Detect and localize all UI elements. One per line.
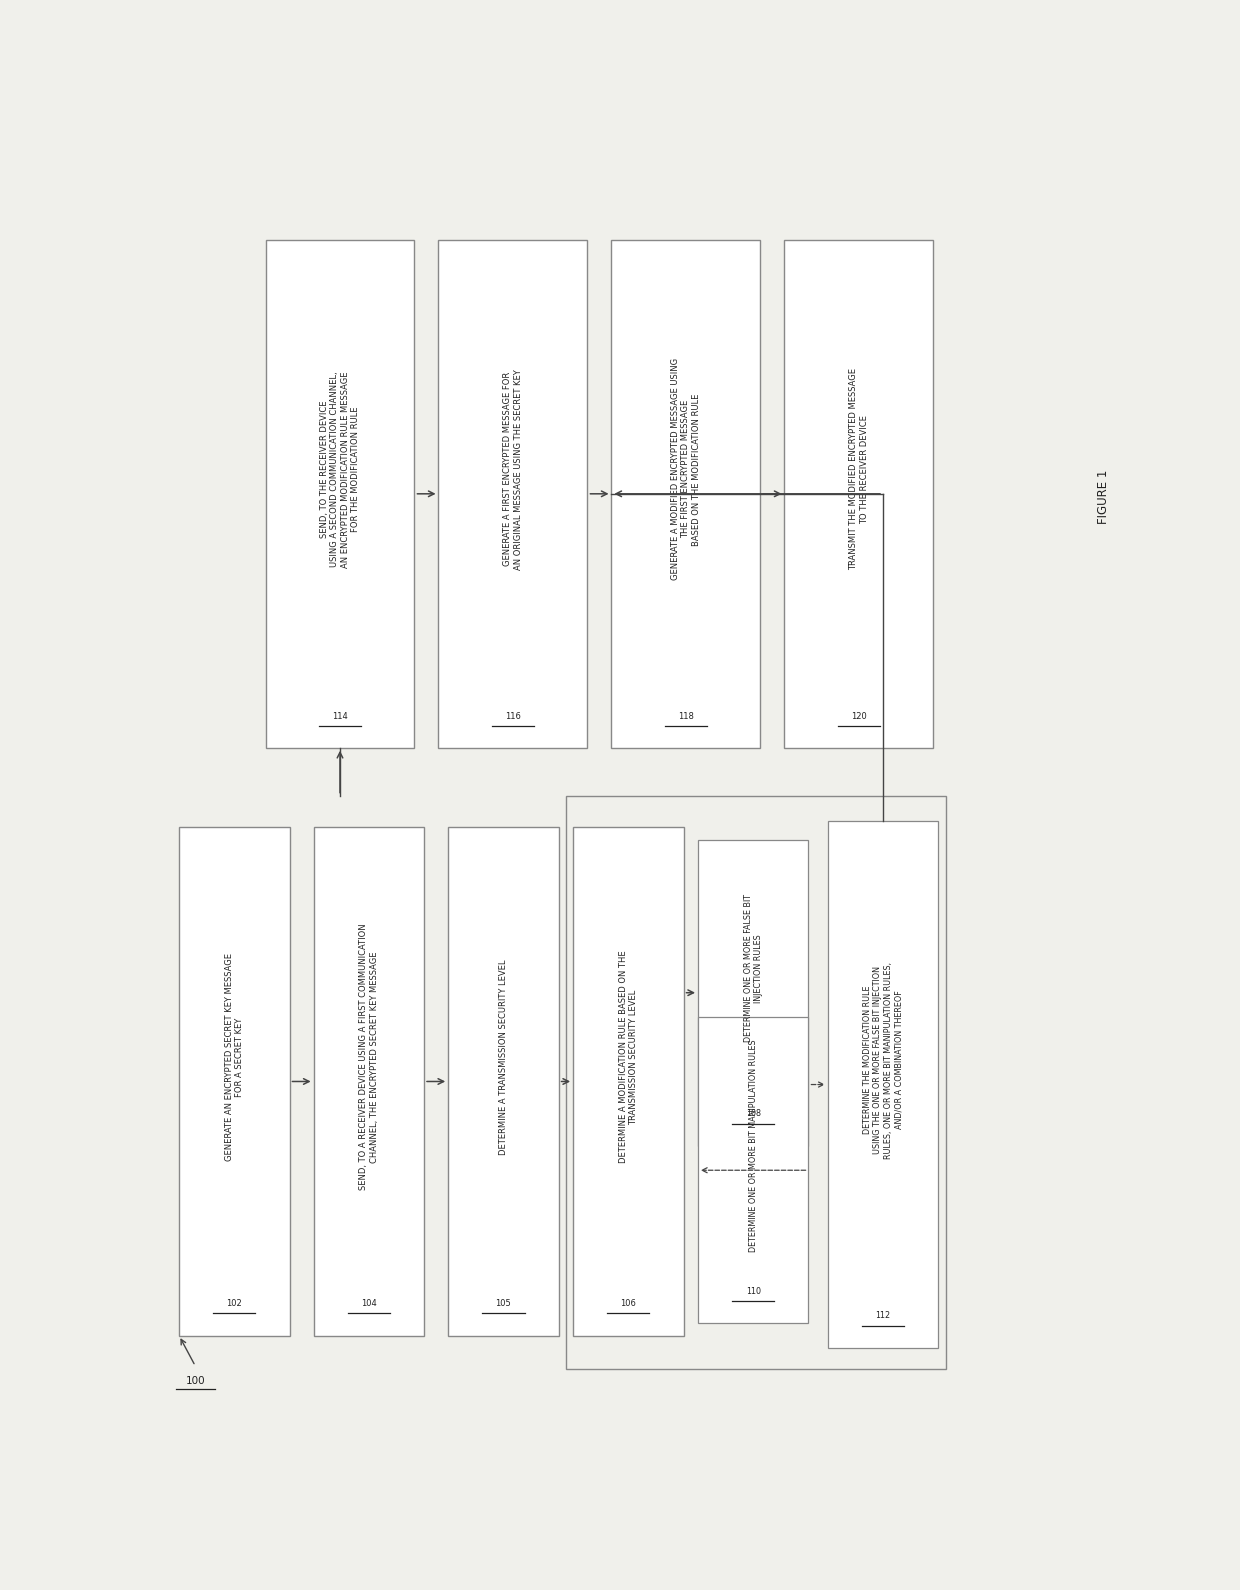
Text: GENERATE A FIRST ENCRYPTED MESSAGE FOR
AN ORIGINAL MESSAGE USING THE SECRET KEY: GENERATE A FIRST ENCRYPTED MESSAGE FOR A… — [503, 369, 523, 569]
FancyBboxPatch shape — [265, 240, 414, 747]
Text: 110: 110 — [745, 1286, 760, 1296]
FancyBboxPatch shape — [611, 240, 760, 747]
Text: 112: 112 — [875, 1312, 890, 1320]
FancyBboxPatch shape — [785, 240, 934, 747]
Text: 108: 108 — [745, 1110, 760, 1118]
FancyBboxPatch shape — [439, 240, 588, 747]
Text: 100: 100 — [186, 1375, 205, 1386]
Text: DETERMINE A TRANSMISSION SECURITY LEVEL: DETERMINE A TRANSMISSION SECURITY LEVEL — [498, 959, 508, 1154]
Text: 114: 114 — [332, 711, 348, 720]
Text: TRANSMIT THE MODIFIED ENCRYPTED MESSAGE
TO THE RECEIVER DEVICE: TRANSMIT THE MODIFIED ENCRYPTED MESSAGE … — [849, 369, 869, 571]
Text: 106: 106 — [620, 1299, 636, 1309]
FancyBboxPatch shape — [828, 822, 939, 1348]
Text: 120: 120 — [851, 711, 867, 720]
FancyBboxPatch shape — [448, 827, 558, 1336]
Text: 102: 102 — [227, 1299, 242, 1309]
Text: DETERMINE A MODIFICATION RULE BASED ON THE
TRANSMISSION SECURITY LEVEL: DETERMINE A MODIFICATION RULE BASED ON T… — [619, 951, 639, 1164]
Text: 116: 116 — [505, 711, 521, 720]
Text: 104: 104 — [361, 1299, 377, 1309]
Text: FIGURE 1: FIGURE 1 — [1097, 469, 1110, 525]
Text: SEND, TO A RECEIVER DEVICE USING A FIRST COMMUNICATION
CHANNEL, THE ENCRYPTED SE: SEND, TO A RECEIVER DEVICE USING A FIRST… — [360, 924, 378, 1191]
FancyBboxPatch shape — [179, 827, 290, 1336]
FancyBboxPatch shape — [698, 840, 808, 1146]
Text: DETERMINE ONE OR MORE BIT MANIPULATION RULES: DETERMINE ONE OR MORE BIT MANIPULATION R… — [749, 1040, 758, 1251]
FancyBboxPatch shape — [698, 1018, 808, 1323]
Text: SEND, TO THE RECEIVER DEVICE
USING A SECOND COMMUNICATION CHANNEL,
AN ENCRYPTED : SEND, TO THE RECEIVER DEVICE USING A SEC… — [320, 370, 360, 568]
Text: 105: 105 — [496, 1299, 511, 1309]
FancyBboxPatch shape — [573, 827, 683, 1336]
Text: DETERMINE ONE OR MORE FALSE BIT
INJECTION RULES: DETERMINE ONE OR MORE FALSE BIT INJECTIO… — [744, 894, 763, 1041]
Text: GENERATE A MODIFIED ENCRYPTED MESSAGE USING
THE FIRST ENCRYPTED MESSAGE
BASED ON: GENERATE A MODIFIED ENCRYPTED MESSAGE US… — [671, 358, 701, 580]
Text: 118: 118 — [678, 711, 694, 720]
Text: GENERATE AN ENCRYPTED SECRET KEY MESSAGE
FOR A SECRET KEY: GENERATE AN ENCRYPTED SECRET KEY MESSAGE… — [224, 952, 244, 1161]
FancyBboxPatch shape — [314, 827, 424, 1336]
Text: DETERMINE THE MODIFICATION RULE
USING THE ONE OR MORE FALSE BIT INJECTION
RULES,: DETERMINE THE MODIFICATION RULE USING TH… — [863, 962, 903, 1159]
